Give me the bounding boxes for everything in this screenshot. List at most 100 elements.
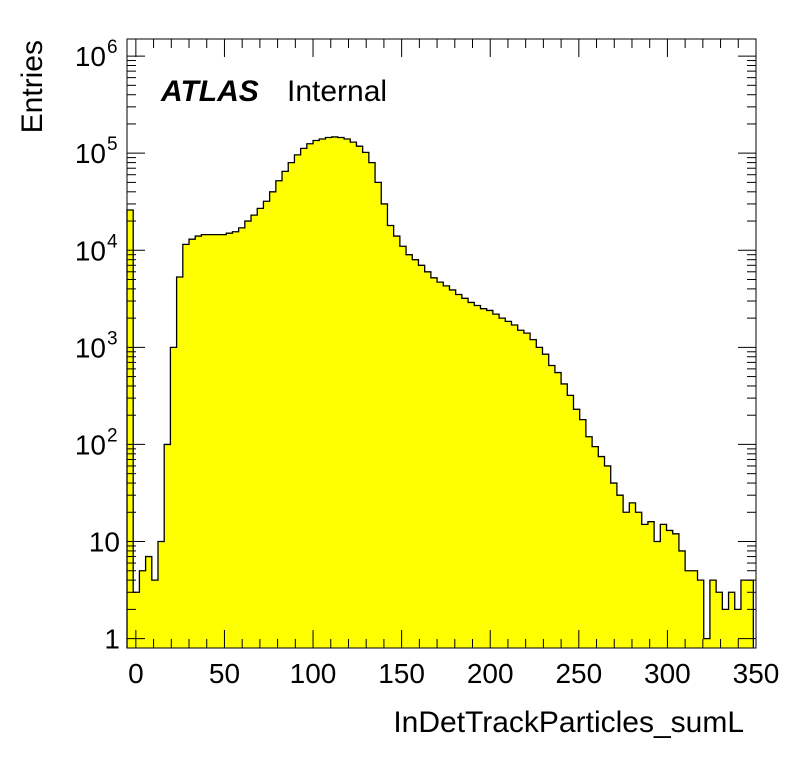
histogram-bar xyxy=(740,580,748,648)
x-tick-labels: 0 50 100 150 200 250 300 350 xyxy=(128,658,779,689)
histogram-bar xyxy=(505,321,512,648)
histogram-bar xyxy=(486,310,494,648)
histogram-bar xyxy=(424,271,432,648)
histogram-bar xyxy=(691,570,698,648)
y-tick-label: 10 xyxy=(75,429,106,460)
x-tick-label: 200 xyxy=(467,658,514,689)
histogram-bar xyxy=(213,234,221,648)
y-tick-label: 1 xyxy=(104,624,120,655)
histogram-bar xyxy=(641,524,649,648)
histogram-bar xyxy=(164,444,171,648)
histogram-bar xyxy=(313,140,320,648)
histogram-bar xyxy=(517,330,525,648)
histogram-bar xyxy=(523,333,531,648)
histogram-bar xyxy=(554,372,562,648)
y-tick-exponent: 4 xyxy=(107,231,118,252)
histogram-bar xyxy=(449,289,456,648)
histogram-bar xyxy=(232,231,239,648)
histogram-bar xyxy=(666,530,674,648)
histogram-bar xyxy=(368,162,376,648)
histogram-bar xyxy=(728,592,736,648)
histogram-bar xyxy=(530,339,537,648)
histogram-bar xyxy=(263,201,270,648)
histogram-bar xyxy=(536,347,543,648)
histogram-bar xyxy=(480,308,487,648)
histogram-bar xyxy=(542,354,549,648)
y-axis-label: Entries xyxy=(16,40,49,133)
histogram-outline xyxy=(126,136,754,648)
histogram-bar xyxy=(585,436,593,648)
histogram-bar xyxy=(294,154,301,648)
histogram-bar xyxy=(598,456,605,648)
histogram-bar xyxy=(201,234,208,648)
y-tick-label: 10 xyxy=(75,41,106,72)
atlas-label: ATLAS xyxy=(160,75,259,108)
histogram-bar xyxy=(337,137,345,648)
histogram-bar xyxy=(275,180,283,648)
histogram-bar xyxy=(350,142,357,648)
histogram-bar xyxy=(133,592,140,648)
histogram-bar xyxy=(399,246,407,649)
histogram-bar xyxy=(437,282,444,648)
histogram-bar xyxy=(635,512,643,648)
x-tick-label: 0 xyxy=(128,658,144,689)
histogram-bar xyxy=(244,221,252,649)
histogram-bar xyxy=(269,191,277,648)
histogram-bar xyxy=(182,244,190,648)
histogram-bar xyxy=(127,209,134,648)
histogram-bar xyxy=(176,277,184,648)
histogram-bar xyxy=(412,259,419,648)
histogram-bar xyxy=(492,314,500,648)
histogram-bar xyxy=(319,138,326,649)
histogram-bar xyxy=(207,234,215,648)
histogram-bar xyxy=(654,541,661,648)
histogram-bar xyxy=(257,208,264,648)
histogram-bar xyxy=(226,233,233,649)
histogram-bar xyxy=(579,419,587,648)
histogram-bar xyxy=(170,347,177,648)
histogram-bar xyxy=(461,298,469,648)
histogram-bar xyxy=(629,502,636,648)
histogram-bar xyxy=(151,580,159,648)
histogram-bar xyxy=(362,152,370,648)
histogram-bar xyxy=(660,524,667,648)
histogram-bar xyxy=(381,203,388,648)
histogram-bar xyxy=(474,305,481,648)
histogram-bar xyxy=(604,465,612,648)
y-tick-exponent: 6 xyxy=(107,37,118,58)
histogram-bar xyxy=(251,215,258,648)
histogram-bar xyxy=(548,365,556,648)
histogram-bar xyxy=(145,556,153,648)
histogram-bar xyxy=(567,395,574,648)
y-tick-label: 10 xyxy=(75,332,106,363)
histogram-bar xyxy=(455,294,463,648)
x-axis-label: InDetTrackParticles_sumL xyxy=(393,706,744,739)
y-tick-exponent: 2 xyxy=(107,425,118,446)
histogram-bar xyxy=(647,521,655,648)
histogram-bar xyxy=(678,550,686,648)
histogram-bars xyxy=(126,136,754,649)
histogram-bar xyxy=(375,182,382,648)
x-tick-label: 250 xyxy=(555,658,602,689)
histogram-bar xyxy=(158,541,165,648)
histogram-bar xyxy=(195,236,202,648)
histogram-bar xyxy=(430,277,438,648)
y-tick-label: 10 xyxy=(89,527,120,558)
histogram-bar xyxy=(747,580,754,648)
histogram-bar xyxy=(511,324,518,648)
x-tick-label: 50 xyxy=(209,658,240,689)
histogram-bar xyxy=(139,570,146,648)
histogram-bar xyxy=(325,137,332,648)
histogram-bar xyxy=(623,512,630,648)
x-tick-label: 100 xyxy=(290,658,337,689)
histogram-bar xyxy=(616,495,624,648)
histogram-bar xyxy=(709,580,717,648)
x-tick-label: 350 xyxy=(733,658,780,689)
histogram-bar xyxy=(722,609,729,648)
histogram-bar xyxy=(356,146,363,648)
histogram-bar xyxy=(406,254,413,648)
y-tick-exponent: 3 xyxy=(107,328,118,349)
histogram-bar xyxy=(393,236,401,648)
